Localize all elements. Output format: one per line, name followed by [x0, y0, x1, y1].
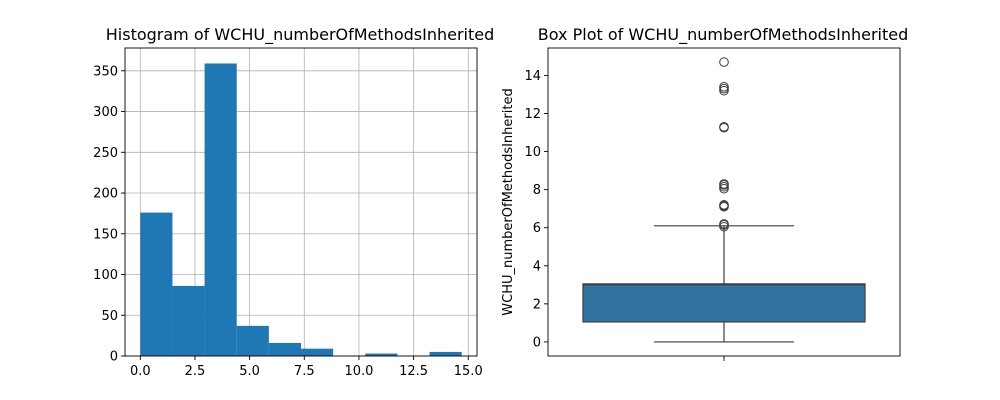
- boxplot-outlier-point: [719, 219, 729, 229]
- histogram-y-tick-label: 250: [93, 146, 118, 161]
- histogram-title: Histogram of WCHU_numberOfMethodsInherit…: [106, 25, 494, 45]
- histogram-x-ticks: 0.0 2.5 5.0 7.5 10.0 12.5 15.0: [130, 356, 483, 379]
- histogram-x-tick-label: 10.0: [344, 364, 373, 379]
- histogram-grid: [125, 48, 477, 357]
- boxplot-y-tick-label: 8: [533, 183, 541, 198]
- boxplot-y-ticks: 0 2 4 6 8 10 12 14: [524, 69, 548, 350]
- histogram-x-tick-label: 5.0: [239, 364, 260, 379]
- histogram-bar: [140, 212, 173, 356]
- boxplot-panel: Box Plot of WCHU_numberOfMethodsInherite…: [501, 25, 908, 361]
- boxplot-marks: [582, 57, 866, 343]
- boxplot-title: Box Plot of WCHU_numberOfMethodsInherite…: [538, 25, 908, 45]
- boxplot-outlier-point: [719, 122, 729, 132]
- boxplot-outlier-point: [719, 57, 729, 67]
- histogram-bar: [365, 353, 398, 356]
- histogram-x-tick-label: 12.5: [399, 364, 428, 379]
- boxplot-outlier-point: [719, 82, 729, 92]
- boxplot-outlier-point: [719, 200, 729, 210]
- histogram-bar: [172, 285, 205, 356]
- histogram-x-tick-label: 7.5: [294, 364, 315, 379]
- boxplot-y-tick-label: 10: [524, 145, 541, 160]
- histogram-bar: [301, 348, 334, 356]
- boxplot-outlier-point: [719, 83, 729, 94]
- boxplot-y-tick-label: 14: [524, 69, 541, 84]
- histogram-panel: Histogram of WCHU_numberOfMethodsInherit…: [93, 25, 494, 379]
- histogram-y-tick-label: 350: [93, 64, 118, 79]
- boxplot-y-tick-label: 12: [524, 107, 541, 122]
- histogram-bar: [429, 351, 462, 356]
- histogram-bars: [140, 63, 462, 357]
- histogram-x-tick-label: 2.5: [185, 364, 206, 379]
- histogram-x-tick-label: 15.0: [454, 364, 483, 379]
- boxplot-y-tick-label: 2: [533, 297, 541, 312]
- histogram-y-tick-label: 0: [110, 350, 118, 365]
- boxplot-outlier-point: [719, 179, 729, 189]
- histogram-y-ticks: 0 50 100 150 200 250 300 350: [93, 64, 125, 365]
- histogram-y-tick-label: 50: [101, 309, 118, 324]
- histogram-y-tick-label: 100: [93, 268, 118, 283]
- boxplot-y-axis-label: WCHU_numberOfMethodsInherited: [501, 88, 516, 315]
- histogram-bar: [236, 325, 269, 356]
- histogram-y-tick-label: 300: [93, 105, 118, 120]
- boxplot-y-tick-label: 4: [533, 259, 541, 274]
- histogram-y-tick-label: 200: [93, 187, 118, 202]
- histogram-x-tick-label: 0.0: [130, 364, 151, 379]
- boxplot-y-tick-label: 6: [533, 221, 541, 236]
- histogram-y-tick-label: 150: [93, 227, 118, 242]
- boxplot-y-tick-label: 0: [533, 335, 541, 350]
- histogram-bar: [204, 63, 237, 357]
- histogram-axes-frame: [124, 47, 478, 357]
- boxplot-box: [582, 283, 866, 323]
- histogram-bar: [268, 342, 301, 356]
